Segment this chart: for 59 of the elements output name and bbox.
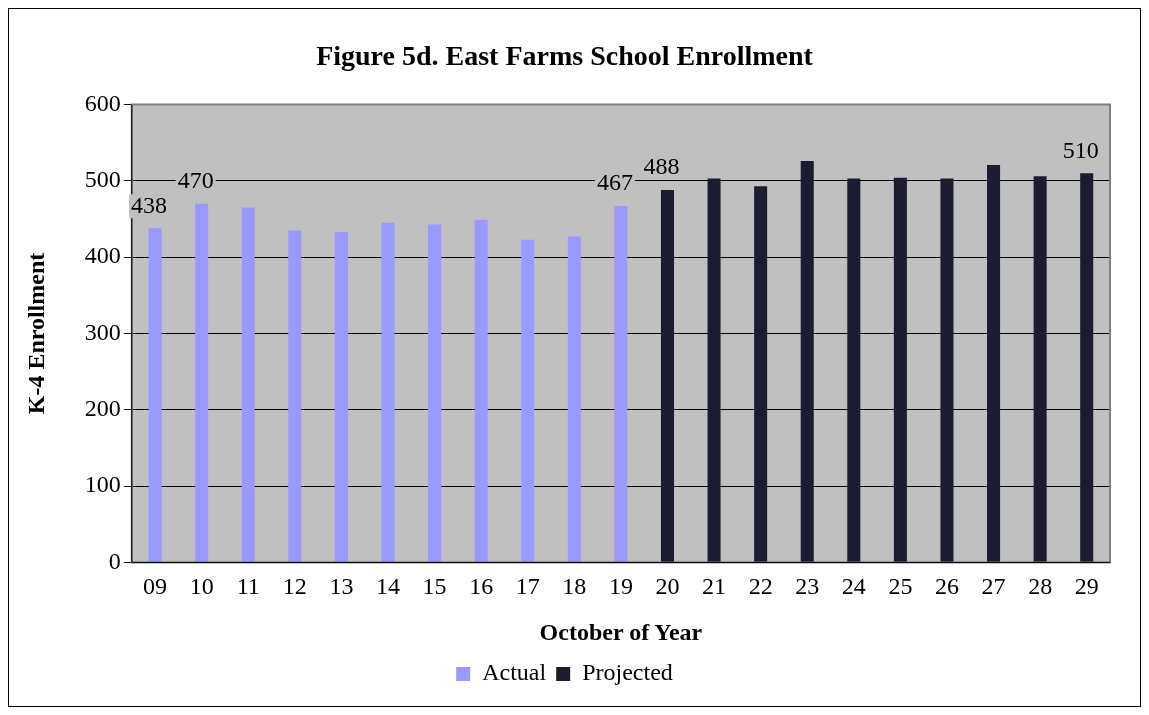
bar [195, 203, 209, 562]
x-tick-label: 29 [1074, 573, 1099, 600]
x-tick-label: 19 [608, 573, 633, 600]
bar [1033, 176, 1047, 562]
data-label: 467 [596, 169, 633, 196]
bar [614, 206, 628, 562]
bar [148, 228, 162, 562]
x-tick-label: 18 [562, 573, 587, 600]
x-tick-label: 12 [282, 573, 307, 600]
data-label: 438 [131, 191, 168, 218]
legend-label: Projected [582, 659, 673, 686]
x-tick-label: 11 [236, 573, 260, 600]
x-tick-label: 10 [189, 573, 214, 600]
x-tick-label: 13 [329, 573, 354, 600]
y-tick-label: 400 [84, 242, 121, 269]
bar [800, 161, 814, 562]
bar [288, 230, 302, 562]
legend-label: Actual [482, 659, 547, 686]
bar [707, 178, 721, 562]
x-tick-label: 23 [795, 573, 820, 600]
x-tick-label: 17 [515, 573, 540, 600]
x-tick-label: 21 [702, 573, 727, 600]
y-tick-label: 300 [84, 318, 121, 345]
chart-title: Figure 5d. East Farms School Enrollment [316, 40, 814, 72]
y-tick-label: 600 [84, 89, 121, 116]
x-tick-label: 27 [981, 573, 1006, 600]
x-axis-title: October of Year [539, 618, 703, 645]
x-tick-label: 26 [934, 573, 959, 600]
bar [521, 239, 535, 562]
bar [754, 186, 768, 562]
bar [428, 224, 442, 562]
y-tick-label: 0 [108, 547, 121, 574]
bar [381, 222, 395, 562]
bar [1080, 173, 1094, 562]
data-label: 470 [177, 167, 214, 194]
x-tick-label: 14 [376, 573, 400, 600]
bar [987, 164, 1001, 562]
bar [893, 177, 907, 562]
bar [847, 178, 861, 562]
y-tick-label: 500 [84, 166, 121, 193]
bar [940, 178, 954, 562]
bar [660, 190, 674, 562]
x-tick-label: 20 [655, 573, 680, 600]
x-tick-label: 28 [1028, 573, 1053, 600]
y-tick-label: 100 [84, 471, 121, 498]
x-tick-label: 09 [143, 573, 168, 600]
y-tick-label: 200 [84, 395, 121, 422]
data-label: 488 [643, 153, 680, 180]
bar [567, 236, 581, 562]
x-tick-label: 24 [841, 573, 866, 600]
bar [334, 232, 348, 562]
data-label: 510 [1062, 136, 1099, 163]
y-axis-title: K-4 Enrollment [22, 252, 49, 415]
x-tick-label: 22 [748, 573, 773, 600]
bar [474, 219, 488, 562]
x-tick-label: 15 [422, 573, 447, 600]
x-tick-label: 16 [469, 573, 494, 600]
bar [241, 207, 255, 562]
x-tick-label: 25 [888, 573, 913, 600]
